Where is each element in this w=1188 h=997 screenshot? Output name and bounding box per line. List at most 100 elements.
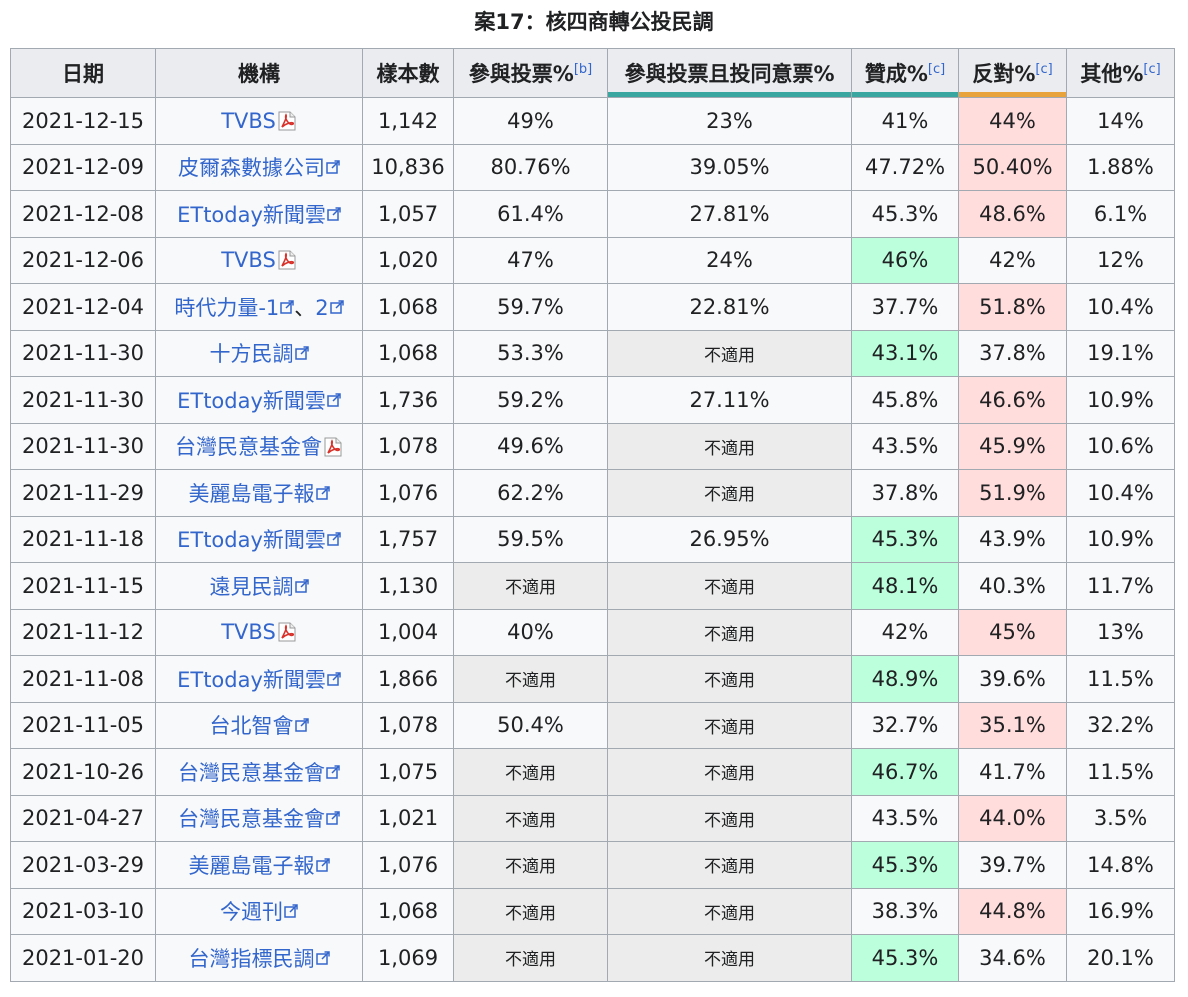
yes-cell: 37.8%	[851, 469, 959, 517]
yes-cell: 45.3%	[851, 934, 959, 982]
org-link[interactable]: 遠見民調	[209, 574, 294, 599]
turnout-cell: 不適用	[453, 562, 608, 610]
turnout-cell: 49.6%	[453, 422, 608, 470]
no-cell: 51.9%	[958, 469, 1067, 517]
org-link[interactable]: ETtoday新聞雲	[177, 667, 326, 692]
org-link[interactable]: 時代力量-1	[174, 295, 280, 320]
pdf-icon	[278, 111, 296, 131]
turnout-yes-cell: 不適用	[607, 608, 852, 656]
org-link[interactable]: 台灣民意基金會	[178, 760, 325, 785]
no-cell: 45%	[958, 608, 1067, 656]
turnout-yes-cell: 27.11%	[607, 376, 852, 424]
table-caption: 案17：核四商轉公投民調	[474, 10, 714, 34]
org-link[interactable]: TVBS	[221, 620, 276, 645]
turnout-yes-cell: 不適用	[607, 562, 852, 610]
sample-cell: 1,130	[362, 562, 454, 610]
org-link[interactable]: ETtoday新聞雲	[177, 388, 326, 413]
col-turnout-yes-header[interactable]: 參與投票且投同意票%	[607, 48, 852, 98]
org-link[interactable]: 台灣民意基金會	[175, 435, 322, 460]
sample-cell: 1,757	[362, 515, 454, 563]
footnote-b-link[interactable]: [b]	[573, 62, 593, 77]
yes-cell: 41%	[851, 97, 959, 145]
col-yes-header[interactable]: 贊成%[c]	[851, 48, 959, 98]
turnout-cell: 59.2%	[453, 376, 608, 424]
table-row: 2021-11-12 TVBS 1,004 40% 不適用 42% 45% 13%	[10, 608, 1175, 656]
col-date-header[interactable]: 日期	[10, 48, 156, 98]
org-link-2[interactable]: 2	[315, 295, 329, 320]
org-cell: 台灣民意基金會	[155, 748, 363, 796]
turnout-cell: 不適用	[453, 841, 608, 889]
external-link-icon	[326, 160, 340, 174]
turnout-yes-cell: 26.95%	[607, 515, 852, 563]
org-link[interactable]: ETtoday新聞雲	[177, 528, 326, 553]
org-link[interactable]: TVBS	[221, 108, 276, 133]
teal-color-bar	[608, 92, 851, 97]
other-cell: 14%	[1066, 97, 1175, 145]
table-row: 2021-11-30 台灣民意基金會 1,078 49.6% 不適用 43.5% 45.9%…	[10, 422, 1175, 470]
date-cell: 2021-01-20	[10, 934, 156, 982]
date-cell: 2021-12-09	[10, 143, 156, 191]
date-cell: 2021-03-10	[10, 887, 156, 935]
org-link[interactable]: ETtoday新聞雲	[177, 202, 326, 227]
yes-cell: 48.1%	[851, 562, 959, 610]
date-cell: 2021-11-30	[10, 329, 156, 377]
turnout-cell: 50.4%	[453, 701, 608, 749]
no-cell: 44.0%	[958, 794, 1067, 842]
org-link[interactable]: 今週刊	[220, 900, 283, 925]
footnote-c-link[interactable]: [c]	[1143, 62, 1161, 77]
no-cell: 43.9%	[958, 515, 1067, 563]
turnout-cell: 80.76%	[453, 143, 608, 191]
external-link-icon	[315, 486, 330, 500]
org-link[interactable]: TVBS	[221, 248, 276, 273]
table-row: 2021-03-29 美麗島電子報 1,076 不適用 不適用 45.3% 39.7% 14.…	[10, 841, 1175, 889]
org-link[interactable]: 台灣民意基金會	[178, 807, 325, 832]
col-turnout-header[interactable]: 參與投票%[b]	[453, 48, 608, 98]
date-cell: 2021-04-27	[10, 794, 156, 842]
yes-cell: 43.5%	[851, 422, 959, 470]
other-cell: 20.1%	[1066, 934, 1175, 982]
table-row: 2021-11-15 遠見民調 1,130 不適用 不適用 48.1% 40.3% 11.7%	[10, 562, 1175, 610]
turnout-yes-cell: 不適用	[607, 655, 852, 703]
footnote-c-link[interactable]: [c]	[1035, 62, 1053, 77]
date-cell: 2021-12-04	[10, 283, 156, 331]
table-row: 2021-11-29 美麗島電子報 1,076 62.2% 不適用 37.8% 51.9% 1…	[10, 469, 1175, 517]
turnout-cell: 49%	[453, 97, 608, 145]
org-link[interactable]: 台北智會	[209, 714, 294, 739]
col-org-header[interactable]: 機構	[155, 48, 363, 98]
other-cell: 10.4%	[1066, 469, 1175, 517]
turnout-yes-cell: 22.81%	[607, 283, 852, 331]
footnote-c-link[interactable]: [c]	[927, 62, 946, 77]
turnout-cell: 不適用	[453, 887, 608, 935]
date-cell: 2021-03-29	[10, 841, 156, 889]
org-cell: TVBS	[155, 97, 363, 145]
turnout-yes-cell: 39.05%	[607, 143, 852, 191]
external-link-icon	[294, 718, 309, 732]
external-link-icon	[327, 393, 341, 407]
date-cell: 2021-12-08	[10, 190, 156, 238]
turnout-yes-cell: 不適用	[607, 701, 852, 749]
table-row: 2021-12-04 時代力量-1 、2 1,068 59.7% 22.81% 37.7% 5…	[10, 283, 1175, 331]
org-link[interactable]: 美麗島電子報	[188, 853, 315, 878]
org-link[interactable]: 十方民調	[209, 342, 294, 367]
org-link[interactable]: 台灣指標民調	[188, 946, 315, 971]
org-link[interactable]: 美麗島電子報	[188, 481, 315, 506]
org-cell: ETtoday新聞雲	[155, 655, 363, 703]
org-cell: ETtoday新聞雲	[155, 515, 363, 563]
sample-cell: 1,020	[362, 236, 454, 284]
turnout-yes-cell: 不適用	[607, 794, 852, 842]
other-cell: 12%	[1066, 236, 1175, 284]
yes-cell: 45.3%	[851, 190, 959, 238]
col-no-header[interactable]: 反對%[c]	[958, 48, 1067, 98]
other-cell: 1.88%	[1066, 143, 1175, 191]
col-other-header[interactable]: 其他%[c]	[1066, 48, 1175, 98]
no-cell: 41.7%	[958, 748, 1067, 796]
org-link[interactable]: 皮爾森數據公司	[178, 156, 325, 181]
turnout-yes-cell: 不適用	[607, 329, 852, 377]
org-cell: TVBS	[155, 236, 363, 284]
no-cell: 48.6%	[958, 190, 1067, 238]
poll-table: 日期 機構 樣本數 參與投票%[b] 參與投票且投同意票% 贊成%[c] 反對%…	[10, 48, 1175, 982]
table-row: 2021-11-05 台北智會 1,078 50.4% 不適用 32.7% 35.1% 32.…	[10, 701, 1175, 749]
other-cell: 14.8%	[1066, 841, 1175, 889]
col-sample-header[interactable]: 樣本數	[362, 48, 454, 98]
